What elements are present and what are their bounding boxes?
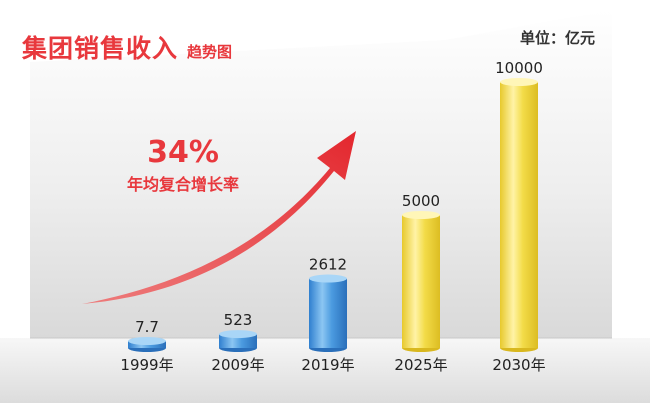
chart-title: 集团销售收入	[21, 34, 178, 63]
bar-value-label-1: 7.7	[135, 318, 159, 336]
chart-subtitle: 趋势图	[187, 43, 232, 61]
x-tick-label-3: 2019年	[301, 356, 354, 374]
cagr-value: 34%	[147, 135, 219, 170]
x-tick-label-1: 1999年	[120, 356, 173, 374]
bar-value-label-2: 523	[224, 311, 253, 329]
backdrop-wall	[30, 10, 612, 338]
bar-1	[128, 337, 166, 352]
x-tick-label-4: 2025年	[394, 356, 447, 374]
backdrop-floor	[0, 338, 650, 403]
x-tick-label-2: 2009年	[211, 356, 264, 374]
bar-4	[402, 211, 440, 352]
bar-3	[309, 274, 347, 352]
bars-group: 7.7 1999年 523 2009年 2612 2019年 5000 2025年 10000 2…	[120, 59, 545, 374]
bar-value-label-3: 2612	[309, 256, 347, 274]
bar-value-label-4: 5000	[402, 192, 440, 210]
unit-label: 单位：亿元	[520, 29, 595, 47]
x-tick-label-5: 2030年	[492, 356, 545, 374]
bar-5	[500, 78, 538, 352]
cagr-label: 年均复合增长率	[127, 175, 239, 194]
bar-2	[219, 330, 257, 352]
bar-value-label-5: 10000	[495, 59, 543, 77]
